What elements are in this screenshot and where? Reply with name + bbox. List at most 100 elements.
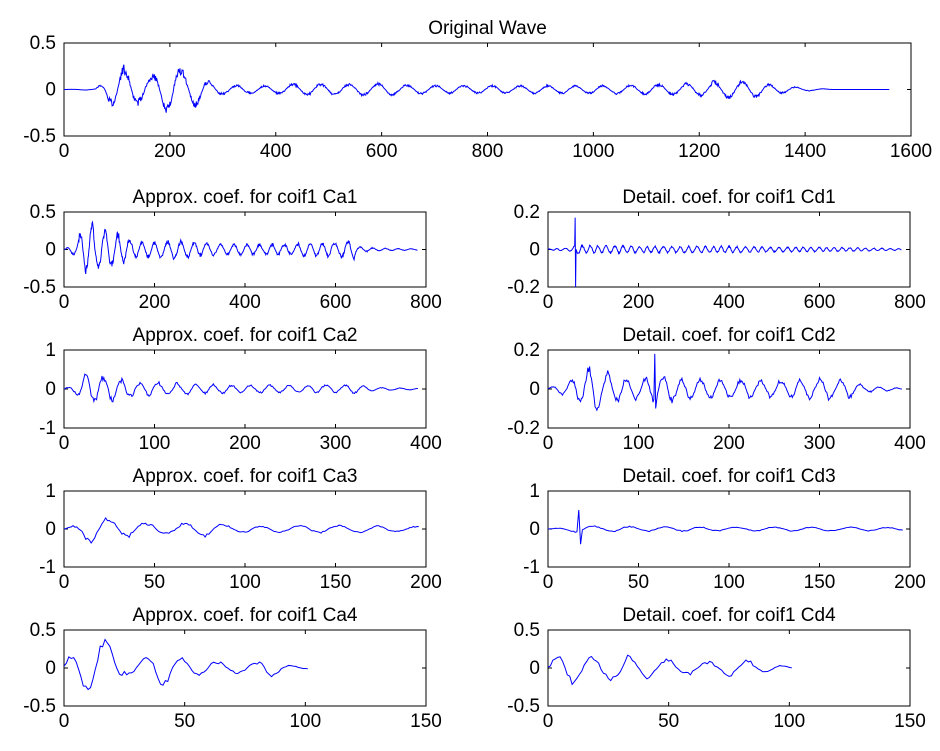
x-tick-label: 0 [59, 711, 70, 732]
panel-ca1: Approx. coef. for coif1 Ca1 0 200 400 600 800… [23, 187, 442, 313]
plot-area [547, 629, 911, 707]
x-tick-label: 200 [894, 572, 926, 593]
signal-trace [547, 509, 903, 545]
y-tick-label: 1 [45, 481, 56, 502]
x-tick-label: 100 [289, 711, 321, 732]
x-tick-label: 800 [894, 292, 926, 313]
y-tick-label: 0 [529, 379, 540, 400]
signal-trace [63, 220, 418, 275]
signal-trace [63, 373, 418, 404]
x-tick-label: 50 [144, 572, 165, 593]
y-tick-label: -0.2 [507, 277, 540, 298]
panel-title: Detail. coef. for coif1 Cd4 [622, 605, 836, 626]
y-tick-label: 0 [45, 658, 56, 679]
signal-trace [547, 654, 792, 686]
plot-area [547, 349, 911, 429]
x-tick-label: 200 [229, 433, 261, 454]
x-tick-label: 200 [139, 292, 171, 313]
signal-trace [64, 64, 890, 113]
x-tick-label: 400 [229, 292, 261, 313]
x-tick-label: 300 [320, 433, 352, 454]
y-tick-label: -0.5 [507, 696, 540, 717]
x-tick-label: 800 [472, 141, 504, 162]
x-tick-label: 100 [229, 572, 261, 593]
y-tick-label: 0 [45, 519, 56, 540]
x-tick-label: 50 [628, 572, 649, 593]
panel-cd1: Detail. coef. for coif1 Cd1 0 200 400 600 800… [507, 187, 926, 313]
y-tick-label: 0 [529, 519, 540, 540]
panel-orig: Original Wave 0 200 400 600 800 1000 1200 1400 16… [23, 18, 932, 162]
y-tick-label: 1 [529, 481, 540, 502]
x-tick-label: 0 [543, 711, 554, 732]
panel-title: Approx. coef. for coif1 Ca3 [133, 466, 358, 487]
x-tick-label: 200 [713, 433, 745, 454]
x-tick-label: 150 [410, 711, 442, 732]
y-tick-label: 0.5 [514, 620, 540, 641]
y-tick-label: 0 [529, 240, 540, 261]
y-tick-label: 0 [45, 80, 56, 101]
y-tick-label: -1 [39, 557, 56, 578]
y-tick-label: 0.2 [514, 340, 540, 361]
x-tick-label: 150 [894, 711, 926, 732]
panel-title: Original Wave [428, 18, 547, 39]
panel-title: Approx. coef. for coif1 Ca2 [133, 325, 358, 346]
y-tick-label: 0.5 [30, 202, 56, 223]
panel-cd4: Detail. coef. for coif1 Cd4 0 50 100 150 0.5 0… [507, 605, 926, 732]
x-tick-label: 100 [139, 433, 171, 454]
panel-title: Approx. coef. for coif1 Ca4 [133, 605, 358, 626]
x-tick-label: 1400 [784, 141, 826, 162]
panel-ca3: Approx. coef. for coif1 Ca3 0 50 100 150 200 1… [39, 466, 442, 593]
x-tick-label: 400 [894, 433, 926, 454]
x-tick-label: 1600 [890, 141, 932, 162]
y-tick-label: -0.2 [507, 418, 540, 439]
x-tick-label: 200 [154, 141, 186, 162]
plot-area [63, 211, 427, 288]
y-tick-label: 0 [45, 240, 56, 261]
y-tick-label: -1 [39, 418, 56, 439]
panel-title: Detail. coef. for coif1 Cd1 [622, 187, 835, 208]
signal-trace [63, 516, 419, 544]
x-tick-label: 150 [320, 572, 352, 593]
x-tick-label: 200 [623, 292, 655, 313]
plot-area [63, 42, 912, 137]
x-tick-label: 100 [773, 711, 805, 732]
x-tick-label: 800 [410, 292, 442, 313]
signal-trace [547, 217, 902, 288]
x-tick-label: 400 [410, 433, 442, 454]
x-tick-label: 0 [543, 292, 554, 313]
y-tick-label: 0.5 [30, 620, 56, 641]
plot-area [63, 629, 427, 707]
panel-cd3: Detail. coef. for coif1 Cd3 0 50 100 150 200 1… [523, 466, 926, 593]
panel-title: Approx. coef. for coif1 Ca1 [133, 187, 358, 208]
x-tick-label: 100 [623, 433, 655, 454]
y-tick-label: 0.2 [514, 202, 540, 223]
x-tick-label: 200 [410, 572, 442, 593]
x-tick-label: 0 [59, 292, 70, 313]
y-tick-label: -0.5 [23, 277, 56, 298]
x-tick-label: 400 [713, 292, 745, 313]
x-tick-label: 100 [713, 572, 745, 593]
x-tick-label: 0 [543, 572, 554, 593]
x-tick-label: 0 [59, 141, 70, 162]
x-tick-label: 0 [59, 572, 70, 593]
x-tick-label: 50 [174, 711, 195, 732]
y-tick-label: -0.5 [23, 126, 56, 147]
y-tick-label: 0 [529, 658, 540, 679]
x-tick-label: 0 [59, 433, 70, 454]
panel-title: Detail. coef. for coif1 Cd2 [622, 325, 835, 346]
x-tick-label: 300 [804, 433, 836, 454]
x-tick-label: 600 [320, 292, 352, 313]
x-tick-label: 50 [658, 711, 679, 732]
y-tick-label: 0.5 [30, 33, 56, 54]
y-tick-label: 0 [45, 379, 56, 400]
x-tick-label: 1000 [572, 141, 614, 162]
x-tick-label: 600 [366, 141, 398, 162]
x-tick-label: 600 [804, 292, 836, 313]
y-tick-label: -0.5 [23, 696, 56, 717]
x-tick-label: 1200 [678, 141, 720, 162]
panel-title: Detail. coef. for coif1 Cd3 [622, 466, 835, 487]
panel-ca2: Approx. coef. for coif1 Ca2 0 100 200 300 400… [39, 325, 442, 454]
x-tick-label: 400 [260, 141, 292, 162]
y-tick-label: 1 [45, 340, 56, 361]
